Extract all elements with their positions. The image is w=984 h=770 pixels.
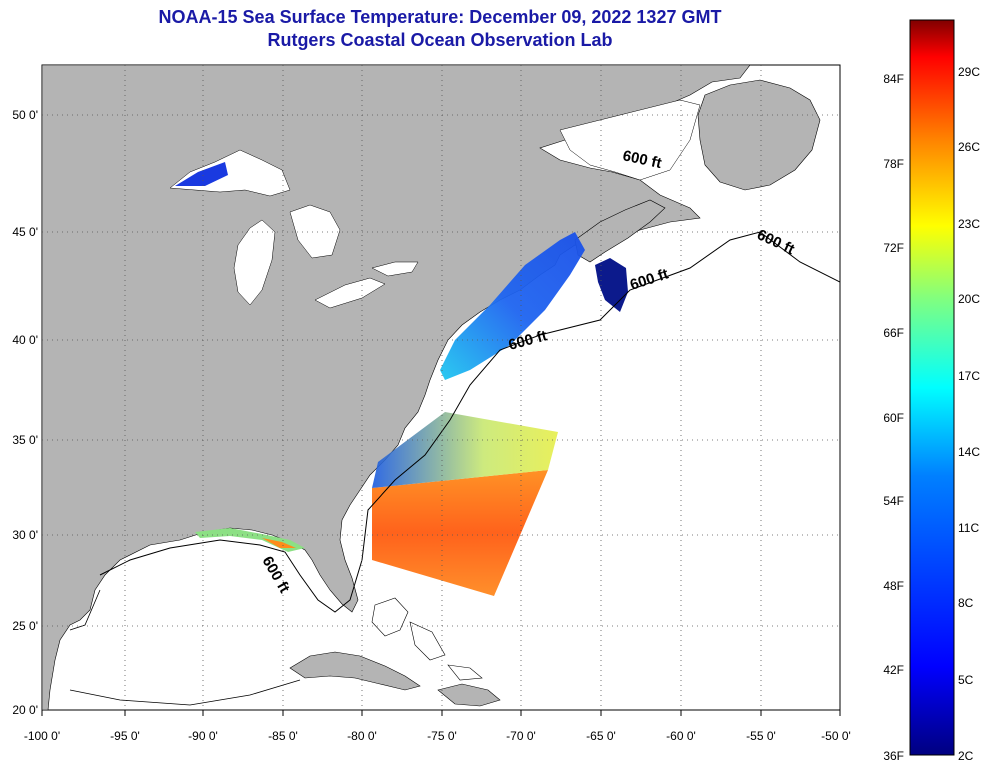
lat-label: 20 0' — [12, 703, 38, 717]
land-north-america — [42, 65, 751, 710]
lon-label: -100 0' — [24, 729, 60, 743]
gulf-st-lawrence — [559, 99, 701, 181]
colorbar-f-label: 36F — [883, 749, 904, 763]
sst-lake-superior-cold — [175, 162, 228, 186]
lon-label: -65 0' — [586, 729, 616, 743]
colorbar-f-label: 72F — [883, 241, 904, 255]
lake-erie — [314, 277, 386, 309]
graticule — [42, 65, 840, 710]
lon-label: -80 0' — [347, 729, 377, 743]
lat-label: 45 0' — [12, 225, 38, 239]
colorbar-f-label: 60F — [883, 411, 904, 425]
colorbar-f-label: 48F — [883, 579, 904, 593]
sst-swath-south — [372, 470, 548, 596]
colorbar — [909, 19, 955, 756]
lake-ontario — [371, 261, 419, 277]
lon-label: -95 0' — [110, 729, 140, 743]
lon-label: -60 0' — [666, 729, 696, 743]
lat-label: 30 0' — [12, 528, 38, 542]
sst-gulf-coast-warm — [262, 538, 296, 548]
lake-michigan — [233, 219, 276, 306]
lat-label: 40 0' — [12, 333, 38, 347]
lon-label: -85 0' — [268, 729, 298, 743]
lon-label: -90 0' — [188, 729, 218, 743]
bahamas-banks — [371, 597, 483, 681]
colorbar-c-label: 5C — [958, 673, 974, 687]
sst-swath-mid — [372, 412, 558, 488]
sst-bay-of-fundy — [595, 258, 628, 312]
lon-label: -70 0' — [506, 729, 536, 743]
colorbar-c-label: 23C — [958, 217, 980, 231]
colorbar-f-label: 54F — [883, 494, 904, 508]
colorbar-c-label: 2C — [958, 749, 974, 763]
isobath-600ft — [99, 231, 840, 613]
colorbar-c-label: 26C — [958, 140, 980, 154]
colorbar-f-label: 66F — [883, 326, 904, 340]
lake-huron — [289, 204, 341, 259]
colorbar-c-label: 8C — [958, 596, 974, 610]
lat-label: 35 0' — [12, 433, 38, 447]
land-nova-scotia — [574, 199, 666, 263]
colorbar-f-label: 78F — [883, 157, 904, 171]
lon-label: -55 0' — [746, 729, 776, 743]
lon-label: -75 0' — [427, 729, 457, 743]
colorbar-c-label: 29C — [958, 65, 980, 79]
sst-swath-north — [440, 232, 585, 380]
land-newfoundland — [697, 79, 821, 191]
lon-label: -50 0' — [821, 729, 851, 743]
colorbar-c-label: 20C — [958, 292, 980, 306]
land-hispaniola — [437, 683, 501, 707]
land-cuba — [289, 651, 421, 691]
colorbar-c-label: 17C — [958, 369, 980, 383]
lat-label: 25 0' — [12, 619, 38, 633]
colorbar-c-label: 14C — [958, 445, 980, 459]
colorbar-f-label: 42F — [883, 663, 904, 677]
colorbar-c-label: 11C — [958, 521, 979, 535]
lat-label: 50 0' — [12, 108, 38, 122]
map-subtitle: Rutgers Coastal Ocean Observation Lab — [267, 30, 613, 50]
tick-marks — [41, 710, 841, 716]
isobath-600ft-gulf — [69, 589, 301, 706]
colorbar-f-label: 84F — [883, 72, 904, 86]
map-title: NOAA-15 Sea Surface Temperature: Decembe… — [158, 7, 722, 27]
